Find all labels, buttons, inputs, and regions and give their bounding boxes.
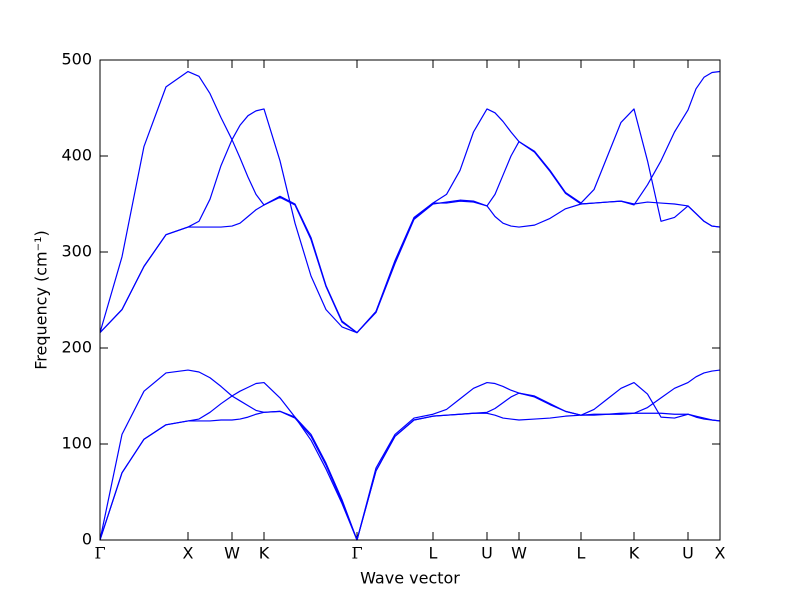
x-tick-label: W	[224, 544, 240, 563]
y-tick-label: 200	[61, 338, 92, 357]
y-tick-label: 400	[61, 146, 92, 165]
y-tick-label: 300	[61, 242, 92, 261]
plot-frame	[99, 59, 721, 541]
band-line	[99, 70, 721, 334]
x-axis-label: Wave vector	[360, 569, 460, 588]
x-tick-label: X	[715, 544, 726, 563]
x-tick-label: Γ	[351, 544, 362, 563]
x-tick-label: X	[183, 544, 194, 563]
band-line	[99, 70, 721, 334]
x-tick-label: Γ	[94, 544, 105, 563]
x-tick-label: U	[682, 544, 694, 563]
x-tick-label: K	[259, 544, 270, 563]
x-tick-label: L	[429, 544, 438, 563]
x-tick-label: W	[511, 544, 527, 563]
y-tick-label: 100	[61, 434, 92, 453]
y-tick-label: 500	[61, 50, 92, 69]
band-line	[99, 196, 721, 334]
y-tick-label: 0	[82, 530, 92, 549]
x-tick-label: U	[481, 544, 493, 563]
x-tick-label: L	[577, 544, 586, 563]
y-axis-label: Frequency (cm⁻¹)	[32, 230, 51, 369]
band-line	[99, 369, 721, 541]
band-line	[99, 369, 721, 541]
x-tick-label: K	[629, 544, 640, 563]
